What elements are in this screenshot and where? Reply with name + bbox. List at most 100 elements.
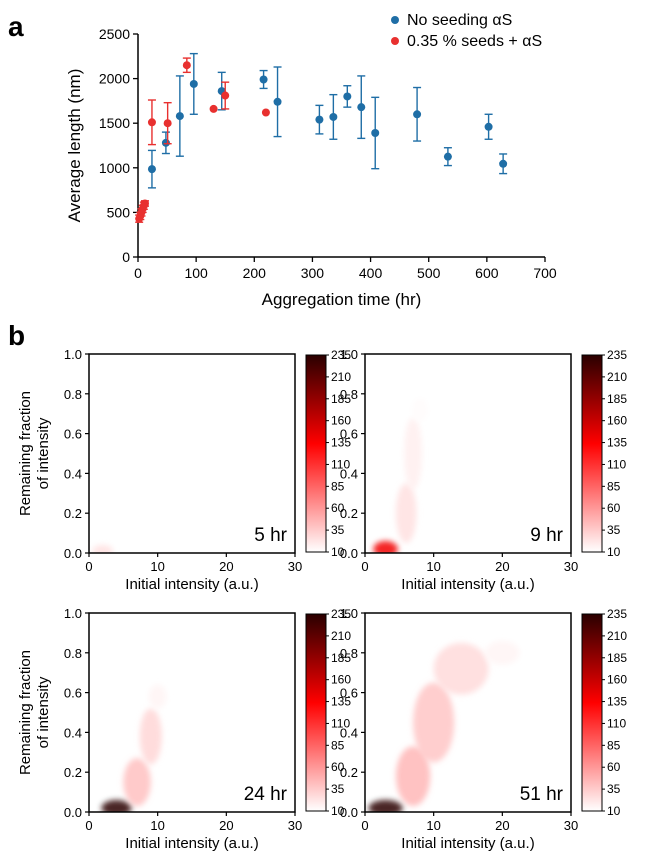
panel-b-heatmaps: 0.0 0.2 0.4 0.6 0.8 1.0 0 10 20 30 Initial intensi… <box>17 347 627 852</box>
density-layer <box>373 397 429 553</box>
heatmap-panel-2: 0.0 0.2 0.4 0.6 0.8 1.0 0 10 20 30 Initial intensi… <box>340 347 627 593</box>
x-tick-label: 0 <box>361 559 368 574</box>
colorbar-tick-label: 210 <box>607 629 627 643</box>
x-tick-label: 400 <box>359 265 383 281</box>
x-tick-label: 0 <box>85 559 92 574</box>
colorbar <box>305 354 327 553</box>
data-point <box>371 129 380 138</box>
density-blob <box>123 758 151 807</box>
colorbar-tick-label: 135 <box>331 695 351 709</box>
y-tick-label: 0.0 <box>340 546 358 561</box>
y-tick-label: 1000 <box>99 160 130 176</box>
data-point <box>147 118 156 127</box>
panel-a-letter: a <box>8 11 24 42</box>
plot-frame <box>364 612 572 813</box>
density-blob <box>395 483 417 544</box>
x-tick-label: 10 <box>426 818 440 833</box>
colorbar-tick-label: 235 <box>331 348 351 362</box>
density-blob <box>404 417 422 490</box>
data-point <box>163 119 172 128</box>
y-tick-label: 0.4 <box>340 725 358 740</box>
data-point <box>140 199 149 208</box>
y-tick-label: 0.6 <box>340 686 358 701</box>
density-blob <box>395 746 431 807</box>
colorbar-tick-label: 35 <box>607 782 621 796</box>
y-tick-label: 0.8 <box>340 646 358 661</box>
colorbar-tick-label: 185 <box>607 392 627 406</box>
legend-marker <box>391 37 399 45</box>
y-tick-label: 0.0 <box>340 805 358 820</box>
legend-marker <box>391 16 399 24</box>
density-blob <box>411 397 429 422</box>
plot-frame <box>88 612 296 813</box>
y-tick-label: 0 <box>122 249 130 265</box>
density-blob <box>139 708 162 765</box>
colorbar-tick-label: 235 <box>331 607 351 621</box>
data-point <box>261 108 270 117</box>
y-tick-label: 0.2 <box>340 506 358 521</box>
density-blob <box>433 642 489 695</box>
y-tick-label: 500 <box>107 204 131 220</box>
x-tick-label: 20 <box>219 818 233 833</box>
x-axis-label: Aggregation time (hr) <box>262 290 422 309</box>
y-tick-label: 2000 <box>99 71 130 87</box>
colorbar <box>581 613 603 812</box>
y-axis-label: Remaining fractionof intensity <box>17 650 52 775</box>
time-label: 5 hr <box>254 525 287 546</box>
data-point <box>273 97 282 106</box>
colorbar-tick-label: 160 <box>331 414 351 428</box>
colorbar-tick-label: 160 <box>607 673 627 687</box>
density-blob <box>485 640 520 665</box>
legend-label: 0.35 % seeds + αS <box>407 33 542 50</box>
series-1 <box>135 57 270 223</box>
x-tick-label: 0 <box>85 818 92 833</box>
x-tick-label: 0 <box>134 265 142 281</box>
y-tick-label: 0.8 <box>64 646 82 661</box>
colorbar-tick-label: 10 <box>331 545 345 559</box>
density-blob <box>413 682 455 763</box>
density-blob <box>373 541 398 553</box>
heatmap-panel-3: 0.0 0.2 0.4 0.6 0.8 1.0 0 10 20 30 Initial intensi… <box>17 606 351 852</box>
colorbar-tick-label: 110 <box>607 457 626 471</box>
y-tick-label: 0.2 <box>64 765 82 780</box>
colorbar-tick-label: 60 <box>607 501 621 515</box>
colorbar <box>581 354 603 553</box>
y-tick-label: 0.6 <box>340 427 358 442</box>
density-blob <box>101 800 132 812</box>
colorbar-tick-label: 135 <box>607 436 627 450</box>
x-tick-label: 0 <box>361 818 368 833</box>
y-tick-label: 2500 <box>99 26 130 42</box>
colorbar-tick-label: 160 <box>607 414 627 428</box>
y-tick-label: 0.6 <box>64 686 82 701</box>
colorbar-tick-label: 135 <box>607 695 627 709</box>
time-label: 9 hr <box>530 525 563 546</box>
time-label: 51 hr <box>520 784 564 805</box>
colorbar-tick-label: 235 <box>607 607 627 621</box>
colorbar-tick-label: 85 <box>607 738 621 752</box>
x-tick-label: 30 <box>288 818 302 833</box>
data-point <box>443 152 452 161</box>
y-tick-label: 0.2 <box>64 506 82 521</box>
panel-a-line-chart: 0 500 1000 1500 2000 2500 0 100 200 300 400 500 600 7… <box>65 12 557 309</box>
heatmap-panel-4: 0.0 0.2 0.4 0.6 0.8 1.0 0 10 20 30 Initial intensi… <box>340 606 627 852</box>
y-tick-label: 0.6 <box>64 427 82 442</box>
x-tick-label: 10 <box>426 559 440 574</box>
legend-label: No seeding αS <box>407 12 512 29</box>
data-point <box>413 110 422 119</box>
colorbar-tick-label: 60 <box>331 501 345 515</box>
colorbar-tick-label: 185 <box>331 392 351 406</box>
colorbar-tick-label: 85 <box>331 738 345 752</box>
colorbar-tick-label: 160 <box>331 673 351 687</box>
y-tick-label: 1.0 <box>340 606 358 621</box>
colorbar-tick-label: 135 <box>331 436 351 450</box>
data-point <box>209 104 218 113</box>
y-tick-label: 1.0 <box>64 606 82 621</box>
x-axis-label: Initial intensity (a.u.) <box>125 576 258 593</box>
y-axis-label: Remaining fractionof intensity <box>17 391 52 516</box>
y-tick-label: 0.4 <box>64 725 82 740</box>
data-point <box>175 112 184 121</box>
y-tick-label: 1.0 <box>340 347 358 362</box>
time-label: 24 hr <box>244 784 288 805</box>
colorbar-tick-label: 110 <box>607 716 626 730</box>
